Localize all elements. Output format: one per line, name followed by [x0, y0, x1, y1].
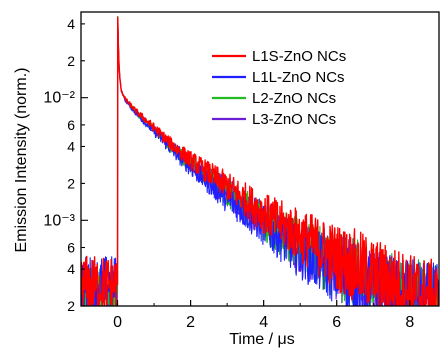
y-tick-label: 4 — [67, 261, 75, 277]
y-tick-label: 10⁻² — [43, 90, 75, 107]
y-tick-label: 2 — [67, 175, 75, 191]
plot-frame — [80, 11, 440, 307]
series-layer — [81, 16, 440, 306]
y-tick-label: 10⁻³ — [43, 212, 75, 229]
ticks-layer: 0 2 4 6 8 4 2 10⁻² 6 4 2 10⁻³ 6 4 2 — [43, 16, 414, 331]
y-tick-label: 6 — [67, 240, 75, 256]
x-tick-label: 2 — [186, 314, 195, 331]
x-axis-title: Time / μs — [229, 331, 295, 348]
y-tick-label: 2 — [67, 298, 75, 314]
legend-label: L1L-ZnO NCs — [252, 69, 345, 86]
x-tick-label: 0 — [113, 314, 122, 331]
x-tick-label: 4 — [259, 314, 268, 331]
x-tick-label: 8 — [405, 314, 414, 331]
y-tick-label: 2 — [67, 53, 75, 69]
y-tick-label: 6 — [67, 117, 75, 133]
y-tick-label: 4 — [67, 138, 75, 154]
legend-label: L1S-ZnO NCs — [252, 48, 346, 65]
legend: L1S-ZnO NCs L1L-ZnO NCs L2-ZnO NCs L3-ZnO N… — [212, 48, 346, 128]
legend-label: L3-ZnO NCs — [252, 111, 336, 128]
x-tick-label: 6 — [332, 314, 341, 331]
y-axis-title: Emission Intensity (norm.) — [13, 68, 30, 253]
series-line-0 — [81, 16, 439, 306]
legend-label: L2-ZnO NCs — [252, 90, 336, 107]
y-tick-label: 4 — [67, 16, 75, 32]
